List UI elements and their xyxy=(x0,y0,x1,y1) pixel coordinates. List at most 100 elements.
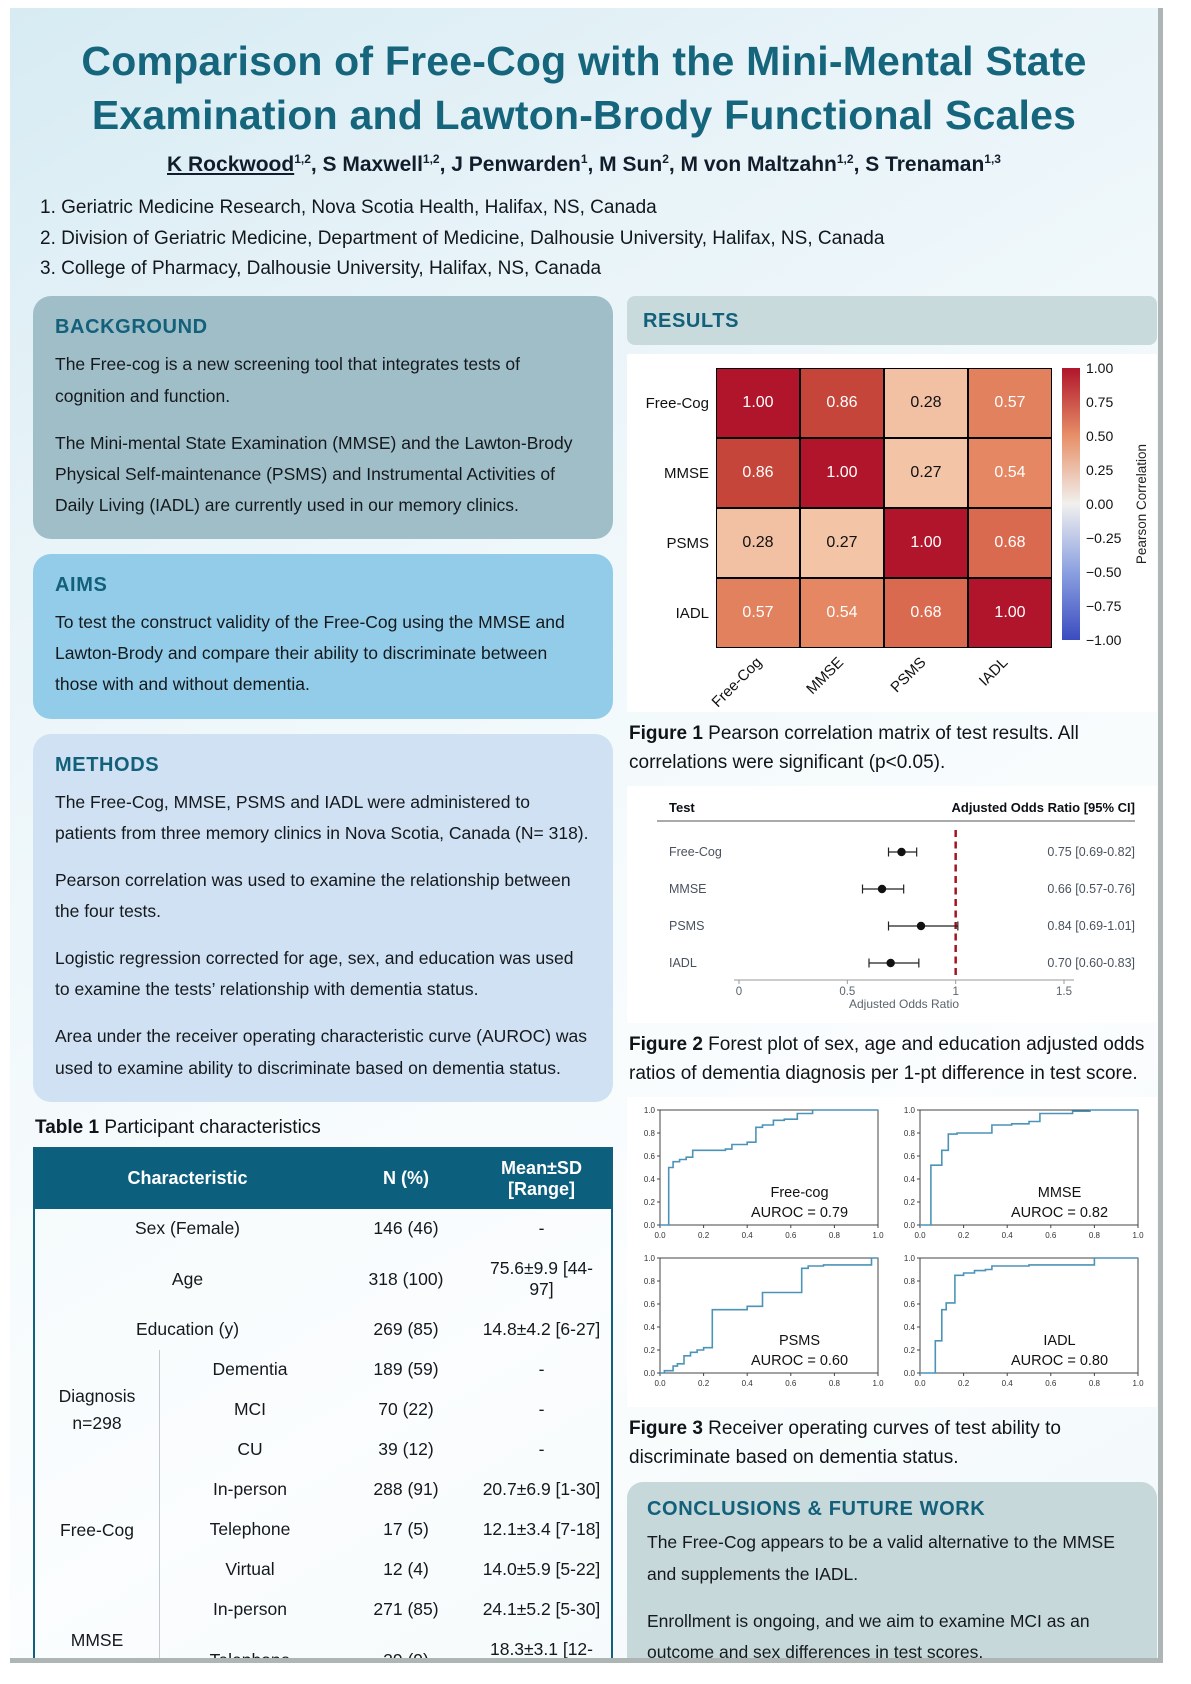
roc-x-tick: 0.4 xyxy=(1002,1379,1014,1388)
table-row: MMSE In-person 271 (85) 24.1±5.2 [5-30] xyxy=(34,1589,612,1658)
roc-y-tick: 0.4 xyxy=(644,1175,656,1184)
table-row: Free-Cog In-person 288 (91) 20.7±6.9 [1-30] xyxy=(34,1469,612,1590)
forest-point xyxy=(897,848,906,857)
colorbar-tick: 0.25 xyxy=(1086,462,1114,479)
table-row: Education (y) 269 (85) 14.8±4.2 [6-27] xyxy=(34,1310,612,1350)
roc-x-tick: 1.0 xyxy=(1132,1231,1144,1240)
forest-point xyxy=(916,922,926,931)
poster-title-line2: Examination and Lawton-Brody Functional … xyxy=(91,92,1077,139)
roc-test-name: IADL xyxy=(1043,1333,1075,1349)
roc-y-tick: 0.2 xyxy=(644,1198,656,1207)
mean-cell: - xyxy=(538,1439,545,1460)
table1-caption-text: Participant characteristics xyxy=(99,1116,321,1138)
affiliation-line: 1. Geriatric Medicine Research, Nova Sco… xyxy=(40,197,657,219)
n-cell: 39 (12) xyxy=(378,1439,434,1460)
n-cell: 146 (46) xyxy=(373,1218,439,1239)
sub-label-cell: Virtual xyxy=(225,1559,275,1580)
paragraph: The Free-cog is a new screening tool tha… xyxy=(55,354,520,406)
roc-subplot-iadl: 0.00.0 0.2 0.2 0.4 0.4 0.6 0.6 0.8 0.8 1.0 1.0 IADL… xyxy=(904,1254,1144,1388)
author-affiliation-sup: 1 xyxy=(580,152,588,167)
roc-x-tick: 0.8 xyxy=(1089,1379,1101,1388)
roc-subplot-mmse: 0.00.0 0.2 0.2 0.4 0.4 0.6 0.6 0.8 0.8 1.0 1.0 MMSE… xyxy=(904,1106,1144,1240)
aims-paragraphs: To test the construct validity of the Fr… xyxy=(55,607,591,700)
forest-row-label: Free-Cog xyxy=(669,845,722,859)
mean-cell: 24.1±5.2 [5-30] xyxy=(482,1599,601,1620)
table-row: Age 318 (100) 75.6±9.9 [44-97] xyxy=(34,1249,612,1310)
table-row: MCI 70 (22) - xyxy=(34,1390,612,1430)
characteristic-cell: Sex (Female) xyxy=(134,1218,241,1239)
forest-row-label: MMSE xyxy=(669,882,707,896)
mean-cell: 75.6±9.9 [44-97] xyxy=(489,1258,593,1300)
right-column: RESULTS Free-Cog 1.00 0.86 0.28 0.57 MMSE 0.86… xyxy=(627,296,1157,1658)
roc-y-tick: 0.4 xyxy=(644,1323,656,1332)
roc-y-tick: 1.0 xyxy=(904,1254,916,1263)
forest-col-header-test: Test xyxy=(669,800,695,815)
roc-x-tick: 1.0 xyxy=(872,1379,884,1388)
roc-auroc-value: AUROC = 0.79 xyxy=(751,1205,848,1221)
heatmap-x-label: MMSE xyxy=(803,654,848,699)
background-section: BACKGROUND The Free-cog is a new screeni… xyxy=(33,296,613,540)
table1-header-n: N (%) xyxy=(340,1147,472,1209)
heatmap-cell: 0.27 xyxy=(884,438,968,509)
table1-body: Sex (Female) 146 (46) - Age 318 (100) 75.6±9.… xyxy=(34,1209,612,1663)
n-cell: 12 (4) xyxy=(383,1559,429,1580)
n-cell: 29 (9) xyxy=(383,1649,429,1663)
author-affiliation-sup: 1,2 xyxy=(836,152,854,167)
colorbar-tick: −0.50 xyxy=(1086,564,1122,581)
forest-x-tick: 1 xyxy=(952,986,958,998)
poster-title-line1: Comparison of Free-Cog with the Mini-Men… xyxy=(81,38,1087,84)
mean-cell: 14.8±4.2 [6-27] xyxy=(482,1319,601,1340)
roc-x-tick: 0.0 xyxy=(654,1231,666,1240)
heatmap-row: MMSE 0.86 1.00 0.27 0.54 xyxy=(635,438,1052,509)
heatmap-cell: 0.68 xyxy=(884,578,968,649)
paragraph: Pearson correlation was used to examine … xyxy=(55,869,571,921)
roc-y-tick: 0.4 xyxy=(904,1323,916,1332)
mean-cell: - xyxy=(538,1359,545,1380)
heatmap-grid: Free-Cog 1.00 0.86 0.28 0.57 MMSE 0.86 1.00 0.27… xyxy=(635,368,1052,711)
paragraph: The Free-Cog, MMSE, PSMS and IADL were a… xyxy=(55,791,589,843)
figure2-forest-panel: Test Adjusted Odds Ratio [95% CI] Free-Cog… xyxy=(627,786,1157,1024)
roc-test-name: PSMS xyxy=(779,1333,820,1349)
heatmap-cell: 0.28 xyxy=(716,508,800,579)
conclusions-heading: CONCLUSIONS & FUTURE WORK xyxy=(647,1498,986,1521)
table-row: Sex (Female) 146 (46) - xyxy=(34,1209,612,1249)
roc-x-tick: 0.6 xyxy=(1045,1379,1057,1388)
forest-plot: Test Adjusted Odds Ratio [95% CI] Free-Cog… xyxy=(657,800,1135,1011)
n-cell: 17 (5) xyxy=(383,1519,429,1540)
forest-x-axis-label: Adjusted Odds Ratio xyxy=(849,997,959,1010)
heatmap-row: IADL 0.57 0.54 0.68 1.00 xyxy=(635,578,1052,649)
roc-x-tick: 0.6 xyxy=(785,1231,797,1240)
colorbar-tick: −1.00 xyxy=(1086,632,1122,649)
roc-y-tick: 1.0 xyxy=(644,1106,656,1115)
affiliation-line: 3. College of Pharmacy, Dalhousie Univer… xyxy=(40,258,602,279)
roc-y-tick: 1.0 xyxy=(904,1106,916,1115)
n-cell: 318 (100) xyxy=(368,1268,444,1289)
roc-y-tick: 0.0 xyxy=(644,1221,656,1230)
roc-y-tick: 0.6 xyxy=(644,1152,656,1161)
heatmap-cell: 0.57 xyxy=(716,578,800,649)
n-cell: 189 (59) xyxy=(373,1359,439,1380)
author-name: , S Maxwell xyxy=(310,153,423,177)
heatmap-cell: 0.86 xyxy=(800,368,884,439)
roc-y-tick: 0.0 xyxy=(904,1221,916,1230)
colorbar-tick: −0.75 xyxy=(1086,598,1122,615)
table1: Characteristic N (%) Mean±SD [Range] Sex… xyxy=(33,1146,613,1663)
sub-label-cell: CU xyxy=(237,1439,263,1460)
heatmap-cell: 1.00 xyxy=(968,578,1052,649)
methods-heading: METHODS xyxy=(55,753,160,776)
n-cell: 269 (85) xyxy=(373,1319,439,1340)
sub-label-cell: Telephone xyxy=(209,1519,291,1540)
forest-or-value: 0.84 [0.69-1.01] xyxy=(1047,919,1135,933)
mean-cell: 14.0±5.9 [5-22] xyxy=(482,1559,601,1580)
colorbar-tick: 1.00 xyxy=(1086,360,1114,377)
mean-cell: - xyxy=(538,1218,545,1239)
roc-axes-frame xyxy=(919,1257,1139,1374)
heatmap-cell: 1.00 xyxy=(884,508,968,579)
table1-header-row: Characteristic N (%) Mean±SD [Range] xyxy=(34,1147,612,1209)
group-label-cell: Diagnosis n=298 xyxy=(34,1349,160,1470)
roc-y-tick: 0.8 xyxy=(644,1277,656,1286)
roc-y-tick: 0.0 xyxy=(904,1369,916,1378)
figure3-roc-panel: 0.0 0.0 0.2 0.2 0.4 0.4 0.6 0.6 0.8 0.8 1.0 1.0 Free… xyxy=(627,1097,1157,1408)
roc-curve xyxy=(660,1109,878,1227)
author-affiliation-sup: 2 xyxy=(662,152,669,167)
